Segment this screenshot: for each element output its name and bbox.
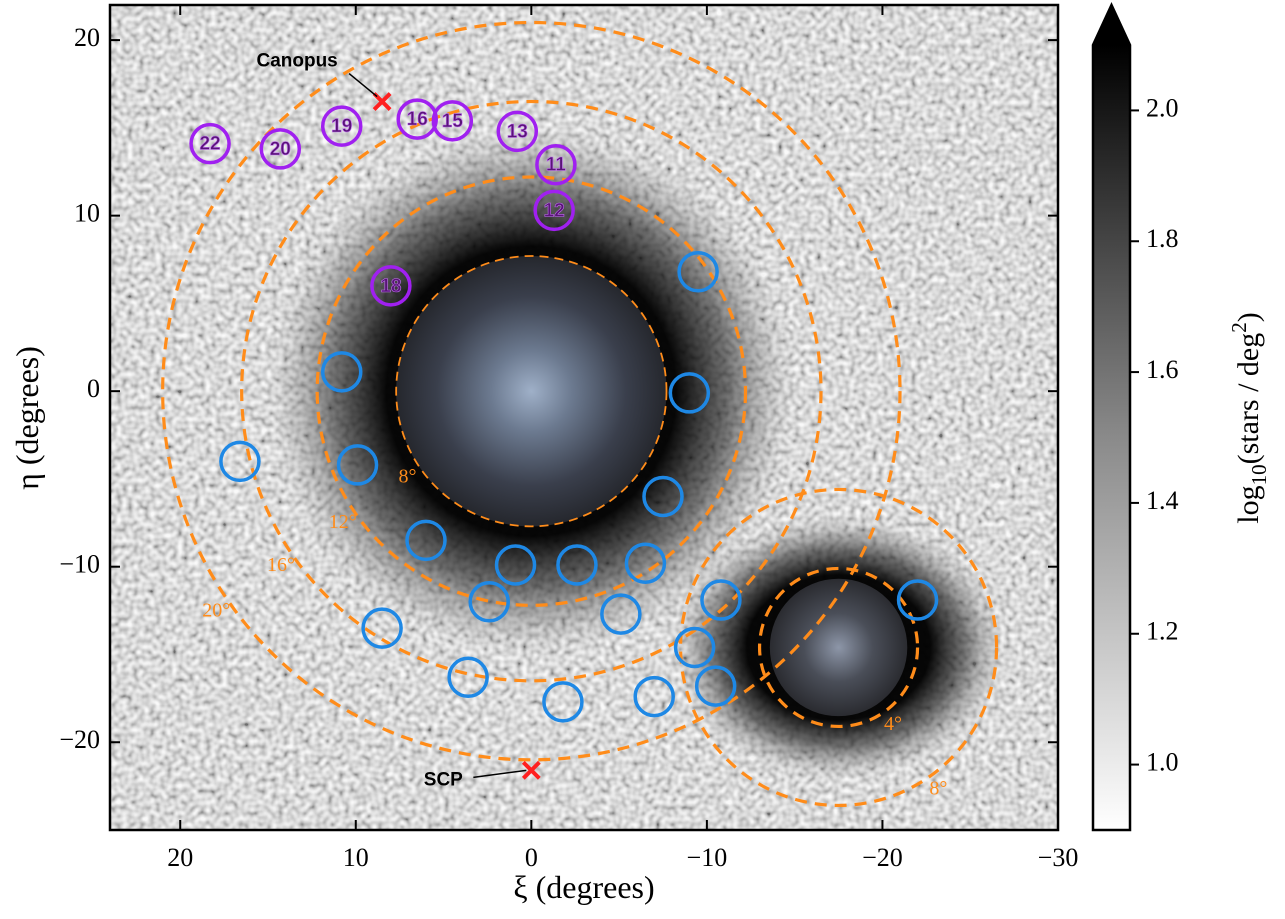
colorbar-label: log10(stars / deg2) bbox=[1227, 312, 1271, 523]
field-circle bbox=[336, 444, 379, 486]
colorbar bbox=[1093, 45, 1130, 830]
x-tick-label: 10 bbox=[343, 843, 369, 872]
field-circle bbox=[677, 251, 719, 293]
x-tick-label: −30 bbox=[1038, 843, 1079, 872]
colorbar-frame bbox=[1091, 2, 1132, 832]
field-circle bbox=[694, 665, 737, 707]
field-circle bbox=[668, 372, 711, 414]
ring-label: 20° bbox=[202, 599, 230, 621]
field-circle bbox=[624, 542, 667, 584]
field-circle bbox=[673, 626, 716, 669]
x-tick-label: 20 bbox=[167, 843, 193, 872]
field-circle bbox=[642, 475, 684, 518]
x-tick-label: −10 bbox=[687, 843, 728, 872]
field-circle bbox=[361, 607, 403, 649]
field-circle bbox=[189, 122, 231, 165]
colorbar-label-part: log bbox=[1232, 485, 1265, 523]
field-circle bbox=[447, 656, 489, 699]
colorbar-label-part: 2 bbox=[1227, 322, 1251, 333]
colorbar-extend bbox=[1093, 5, 1130, 45]
distance-ring bbox=[395, 255, 668, 528]
field-circle bbox=[533, 189, 575, 232]
field-circle bbox=[535, 143, 577, 186]
field-circle bbox=[494, 544, 537, 586]
colorbar-label-part: (stars / deg bbox=[1232, 333, 1265, 465]
colorbar-label-part: 10 bbox=[1247, 464, 1271, 485]
distance-ring bbox=[161, 20, 902, 762]
field-label: 11 bbox=[546, 155, 567, 176]
y-tick-label: 10 bbox=[74, 199, 100, 228]
field-label: 15 bbox=[442, 111, 464, 132]
field-label: 19 bbox=[331, 116, 352, 137]
field-circle bbox=[633, 675, 675, 718]
field-circle bbox=[370, 265, 412, 307]
field-circle bbox=[600, 593, 642, 635]
leader-line bbox=[348, 72, 378, 98]
field-circle bbox=[542, 681, 584, 723]
field-label: 12 bbox=[544, 200, 565, 221]
field-circle bbox=[259, 128, 302, 170]
y-axis-label: η (degrees) bbox=[9, 346, 45, 490]
field-label: 20 bbox=[270, 139, 291, 160]
distance-ring bbox=[678, 487, 999, 808]
field-circle bbox=[468, 581, 510, 623]
field-circle bbox=[320, 351, 363, 393]
colorbar-tick-label: 2.0 bbox=[1146, 93, 1179, 122]
ring-label: 4° bbox=[884, 713, 902, 735]
field-label: 22 bbox=[199, 134, 220, 155]
x-axis-label: ξ (degrees) bbox=[513, 869, 654, 905]
plot-area: 8° 12° 16° 20° 4° 8° 22 20 19 16 15 13 11 12 18 Canopus… bbox=[110, 5, 1058, 830]
field-circle bbox=[496, 110, 539, 153]
colorbar-label-part: ) bbox=[1232, 312, 1265, 322]
field-circle bbox=[320, 105, 363, 147]
field-circle bbox=[405, 519, 447, 562]
field-circle bbox=[219, 440, 261, 483]
galaxy-image bbox=[769, 578, 908, 717]
colorbar-tick-label: 1.4 bbox=[1146, 486, 1179, 515]
ring-label: 16° bbox=[267, 554, 295, 576]
ring-label: 12° bbox=[329, 511, 357, 533]
field-circle bbox=[700, 579, 742, 621]
colorbar-tick-label: 1.2 bbox=[1146, 617, 1179, 646]
plot-frame bbox=[108, 3, 1060, 832]
field-label: 18 bbox=[380, 276, 401, 297]
field-circle bbox=[556, 544, 598, 586]
y-tick-label: 0 bbox=[87, 374, 100, 403]
y-tick-label: −10 bbox=[59, 550, 100, 579]
y-tick-label: −20 bbox=[59, 725, 100, 754]
distance-ring bbox=[240, 99, 823, 683]
field-circle bbox=[431, 100, 474, 142]
x-tick-label: 0 bbox=[525, 843, 538, 872]
ring-label: 8° bbox=[398, 465, 416, 487]
point-label: SCP bbox=[424, 769, 463, 790]
x-tick-label: −20 bbox=[862, 843, 903, 872]
field-circle bbox=[396, 98, 438, 140]
distance-ring bbox=[757, 566, 920, 729]
galaxy-image bbox=[396, 255, 667, 527]
colorbar-tick-label: 1.8 bbox=[1146, 224, 1179, 253]
y-tick-label: 20 bbox=[74, 23, 100, 52]
field-label: 13 bbox=[507, 121, 528, 142]
field-label: 16 bbox=[407, 109, 428, 130]
point-label: Canopus bbox=[256, 51, 337, 72]
colorbar-tick-label: 1.0 bbox=[1146, 748, 1179, 777]
leader-line bbox=[473, 769, 527, 779]
colorbar-tick-label: 1.6 bbox=[1146, 355, 1179, 384]
distance-ring bbox=[315, 175, 748, 607]
ring-label: 8° bbox=[929, 778, 947, 800]
point-cross bbox=[521, 760, 541, 780]
field-circle bbox=[896, 579, 939, 621]
